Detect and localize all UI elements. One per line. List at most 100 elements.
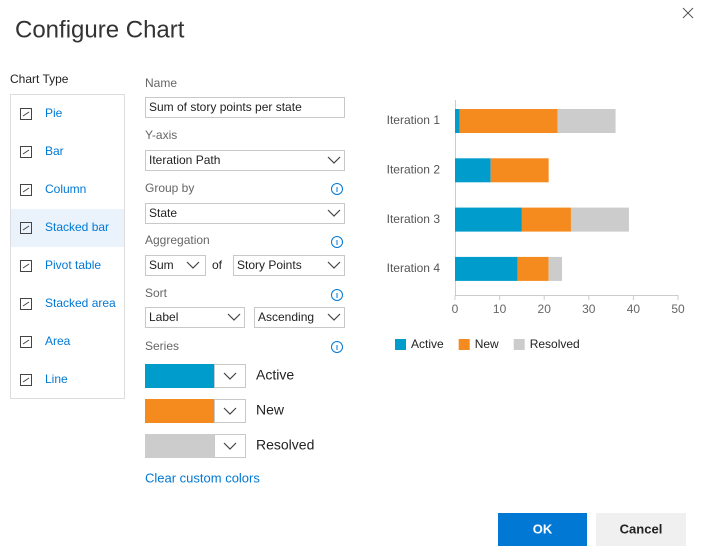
- bar-segment: [459, 109, 558, 133]
- chart-type-item[interactable]: Area: [20, 334, 71, 348]
- series-name: Resolved: [256, 437, 314, 453]
- selected-bg: [11, 209, 124, 247]
- group-label: Group by: [145, 181, 194, 195]
- chart-type-icon-detail: [22, 187, 30, 193]
- name-input[interactable]: [145, 97, 345, 118]
- chart-type-icon: [20, 146, 32, 158]
- info-icon[interactable]: [331, 341, 343, 353]
- chart-type-items: Pie Bar Column Stacked bar Pivot table Stacke…: [11, 106, 124, 386]
- chart-type-icon-detail: [22, 377, 30, 383]
- series-color-dropdown[interactable]: [214, 434, 246, 458]
- chart-type-list: [10, 94, 125, 399]
- bar-segment: [517, 256, 549, 281]
- sort-order: Ascending: [258, 310, 314, 324]
- chart-type-item[interactable]: Column: [20, 182, 87, 196]
- chart-type-name: Area: [45, 334, 71, 348]
- chart-type-name: Line: [45, 372, 68, 386]
- chevron: [223, 442, 237, 450]
- chevron: [223, 372, 237, 380]
- aggregation-func-select[interactable]: [145, 255, 206, 276]
- series-color-dropdown[interactable]: [214, 399, 246, 423]
- chart-type-icon: [20, 374, 32, 386]
- chevron: [327, 209, 341, 217]
- series-label: Series: [145, 339, 179, 353]
- chevron: [327, 261, 341, 269]
- chart-type-icon-detail: [22, 111, 30, 117]
- chart-type-item[interactable]: Bar: [20, 144, 64, 158]
- chart-preview: 0 10 20 30 40 50 Iteration 1 Iteration 2 Iterati…: [387, 100, 685, 351]
- info-icon[interactable]: [331, 289, 343, 301]
- y-tick-label: Iteration 2: [387, 162, 441, 176]
- chart-type-item[interactable]: Stacked bar: [11, 209, 124, 247]
- sort-order-select[interactable]: [254, 307, 345, 328]
- chevron: [327, 313, 341, 321]
- chart-type-item[interactable]: Pie: [20, 106, 63, 120]
- info-icon[interactable]: [331, 183, 343, 195]
- bar-segment: [455, 207, 522, 232]
- chart-type-name: Pie: [45, 106, 63, 120]
- series-name: Active: [256, 367, 294, 383]
- sort-field-select[interactable]: [145, 307, 245, 328]
- ok-button[interactable]: [498, 513, 587, 546]
- aggregation-field: Story Points: [237, 258, 302, 272]
- chart-type-item[interactable]: Stacked area: [20, 296, 117, 310]
- series-color-dropdown[interactable]: [214, 364, 246, 388]
- series-color-swatch[interactable]: [145, 364, 214, 388]
- chart-type-icon: [20, 298, 32, 310]
- chart-type-name: Bar: [45, 144, 64, 158]
- of-label: of: [212, 258, 223, 272]
- chart-type-icon-detail: [22, 149, 30, 155]
- bar-segment: [521, 207, 571, 232]
- bar-segment: [455, 256, 518, 281]
- chart-type-icon: [20, 222, 32, 234]
- x-tick-label: 30: [582, 302, 596, 316]
- chart-type-name: Stacked area: [45, 296, 116, 310]
- y-tick-label: Iteration 3: [387, 212, 441, 226]
- yaxis-label: Y-axis: [145, 128, 177, 142]
- aggregation-label: Aggregation: [145, 233, 210, 247]
- aggregation-func: Sum: [149, 258, 174, 272]
- chart-type-name: Pivot table: [45, 258, 101, 272]
- chart-type-name: Stacked bar: [45, 220, 109, 234]
- chart-type-icon: [20, 108, 32, 120]
- series-name: New: [256, 402, 285, 418]
- legend-label: New: [475, 337, 499, 351]
- chart-type-icon-detail: [22, 225, 30, 231]
- bar-segment: [490, 158, 549, 183]
- legend-swatch: [458, 339, 470, 350]
- yaxis-select[interactable]: [145, 150, 345, 171]
- clear-colors-link[interactable]: Clear custom colors: [145, 470, 260, 485]
- bar-segment: [455, 109, 460, 133]
- bar-segment: [570, 207, 629, 232]
- name-label: Name: [145, 76, 177, 90]
- close-button[interactable]: [682, 7, 694, 19]
- chart-type-icon: [20, 184, 32, 196]
- series-color-swatch[interactable]: [145, 399, 214, 423]
- ok-label: OK: [533, 521, 553, 536]
- legend-label: Resolved: [530, 337, 580, 351]
- group-select[interactable]: [145, 203, 345, 224]
- chevron: [186, 261, 200, 269]
- info-icon[interactable]: [331, 236, 343, 248]
- chart-type-item[interactable]: Line: [20, 372, 69, 386]
- chart-type-name: Column: [45, 182, 86, 196]
- aggregation-field-select[interactable]: [233, 255, 345, 276]
- cancel-label: Cancel: [620, 521, 663, 536]
- chart-type-icon: [20, 260, 32, 272]
- y-tick-label: Iteration 4: [387, 261, 441, 275]
- chart-type-icon-detail: [22, 339, 30, 345]
- bar-segment: [548, 256, 563, 281]
- chevron: [227, 313, 241, 321]
- chart-type-item[interactable]: Pivot table: [20, 258, 102, 272]
- series-color-swatch[interactable]: [145, 434, 214, 458]
- yaxis-value: Iteration Path: [149, 153, 220, 167]
- cancel-button[interactable]: [596, 513, 686, 546]
- chart-type-icon: [20, 336, 32, 348]
- x-tick-label: 50: [671, 302, 685, 316]
- legend-swatch: [513, 339, 525, 350]
- name-value: Sum of story points per state: [149, 100, 302, 114]
- bar-segment: [557, 109, 616, 133]
- x-tick-label: 40: [627, 302, 641, 316]
- sort-label: Sort: [145, 286, 168, 300]
